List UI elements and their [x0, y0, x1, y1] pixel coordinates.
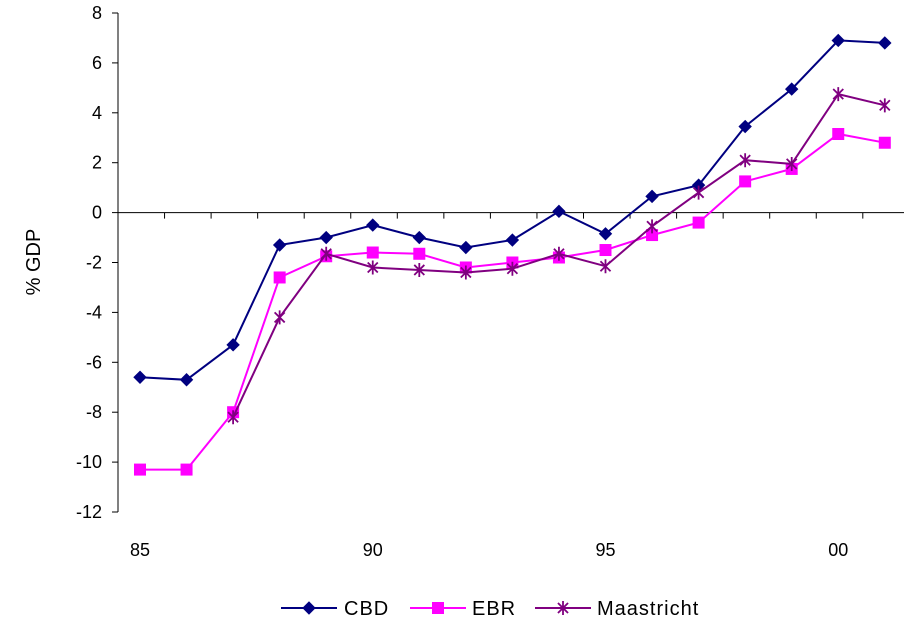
legend: CBD EBR Maastricht	[281, 598, 699, 620]
x-tick-label: 85	[130, 540, 150, 560]
x-tick-label: 95	[595, 540, 615, 560]
data-point-ebr	[739, 175, 752, 188]
data-point-maastricht	[506, 261, 519, 276]
data-point-maastricht	[460, 265, 472, 280]
data-point-cbd	[552, 204, 566, 219]
y-tick-label: -2	[86, 253, 102, 273]
data-point-cbd	[366, 218, 380, 232]
legend-label: EBR	[472, 598, 516, 620]
series-maastricht	[227, 87, 891, 425]
data-point-cbd	[226, 338, 240, 352]
data-point-ebr	[180, 463, 193, 476]
data-point-maastricht	[413, 262, 425, 277]
y-tick-label: 4	[92, 103, 102, 123]
data-point-ebr	[366, 246, 379, 259]
data-point-maastricht	[320, 246, 332, 261]
data-point-cbd	[412, 230, 427, 245]
data-point-maastricht	[273, 310, 286, 325]
series-line-cbd	[139, 39, 885, 381]
data-point-cbd	[738, 119, 752, 134]
data-point-maastricht	[832, 87, 844, 102]
data-point-cbd	[831, 33, 845, 48]
data-point-maastricht	[227, 410, 239, 425]
data-point-cbd	[179, 373, 194, 387]
y-tick-label: 0	[92, 203, 102, 223]
legend-item-ebr: EBR	[410, 598, 516, 620]
y-tick-label: 6	[92, 53, 102, 73]
data-point-cbd	[878, 36, 892, 50]
data-point-maastricht	[739, 153, 751, 168]
data-point-maastricht	[692, 185, 705, 200]
y-tick-label: -12	[76, 502, 102, 522]
series-ebr	[134, 128, 891, 476]
data-point-ebr	[413, 247, 426, 260]
data-point-ebr	[692, 216, 705, 229]
data-point-cbd	[505, 233, 520, 247]
legend-swatch-marker	[557, 601, 569, 615]
y-tick-label: 8	[92, 3, 102, 23]
y-tick-label: -6	[86, 352, 102, 372]
legend-swatch-marker	[302, 601, 316, 615]
data-point-maastricht	[553, 246, 565, 261]
data-point-ebr	[646, 229, 659, 242]
legend-label: Maastricht	[597, 598, 699, 620]
x-tick-label: 90	[363, 540, 383, 560]
data-point-cbd	[645, 189, 659, 204]
data-point-cbd	[319, 230, 333, 245]
axes: 8 6 4 2 0 -2 -4 -6 -8 -10 -12 85 90 95 00	[76, 3, 904, 560]
series-layer	[133, 33, 892, 476]
data-point-maastricht	[367, 260, 379, 275]
y-tick-label: -8	[86, 402, 102, 422]
data-point-cbd	[784, 82, 799, 96]
data-point-cbd	[133, 370, 147, 384]
data-point-cbd	[459, 240, 473, 255]
y-tick-label: 2	[92, 153, 102, 173]
legend-swatch-marker	[432, 602, 444, 614]
series-line-ebr	[140, 132, 885, 471]
data-point-cbd	[598, 227, 613, 241]
data-point-ebr	[273, 271, 286, 284]
x-tick-label: 00	[828, 540, 848, 560]
data-point-maastricht	[879, 98, 891, 113]
data-point-ebr	[878, 136, 891, 149]
series-cbd	[133, 33, 892, 387]
data-point-maastricht	[599, 259, 612, 274]
y-axis-title: % GDP	[23, 229, 45, 296]
legend-item-maastricht: Maastricht	[535, 598, 699, 620]
data-point-maastricht	[646, 219, 658, 234]
data-point-maastricht	[786, 156, 798, 171]
y-tick-label: -4	[86, 302, 102, 322]
data-point-ebr	[134, 463, 146, 476]
data-point-ebr	[599, 244, 612, 257]
legend-label: CBD	[344, 598, 389, 620]
data-point-ebr	[832, 128, 845, 141]
y-tick-label: -10	[76, 452, 102, 472]
data-point-cbd	[272, 238, 287, 252]
legend-item-cbd: CBD	[281, 598, 389, 620]
